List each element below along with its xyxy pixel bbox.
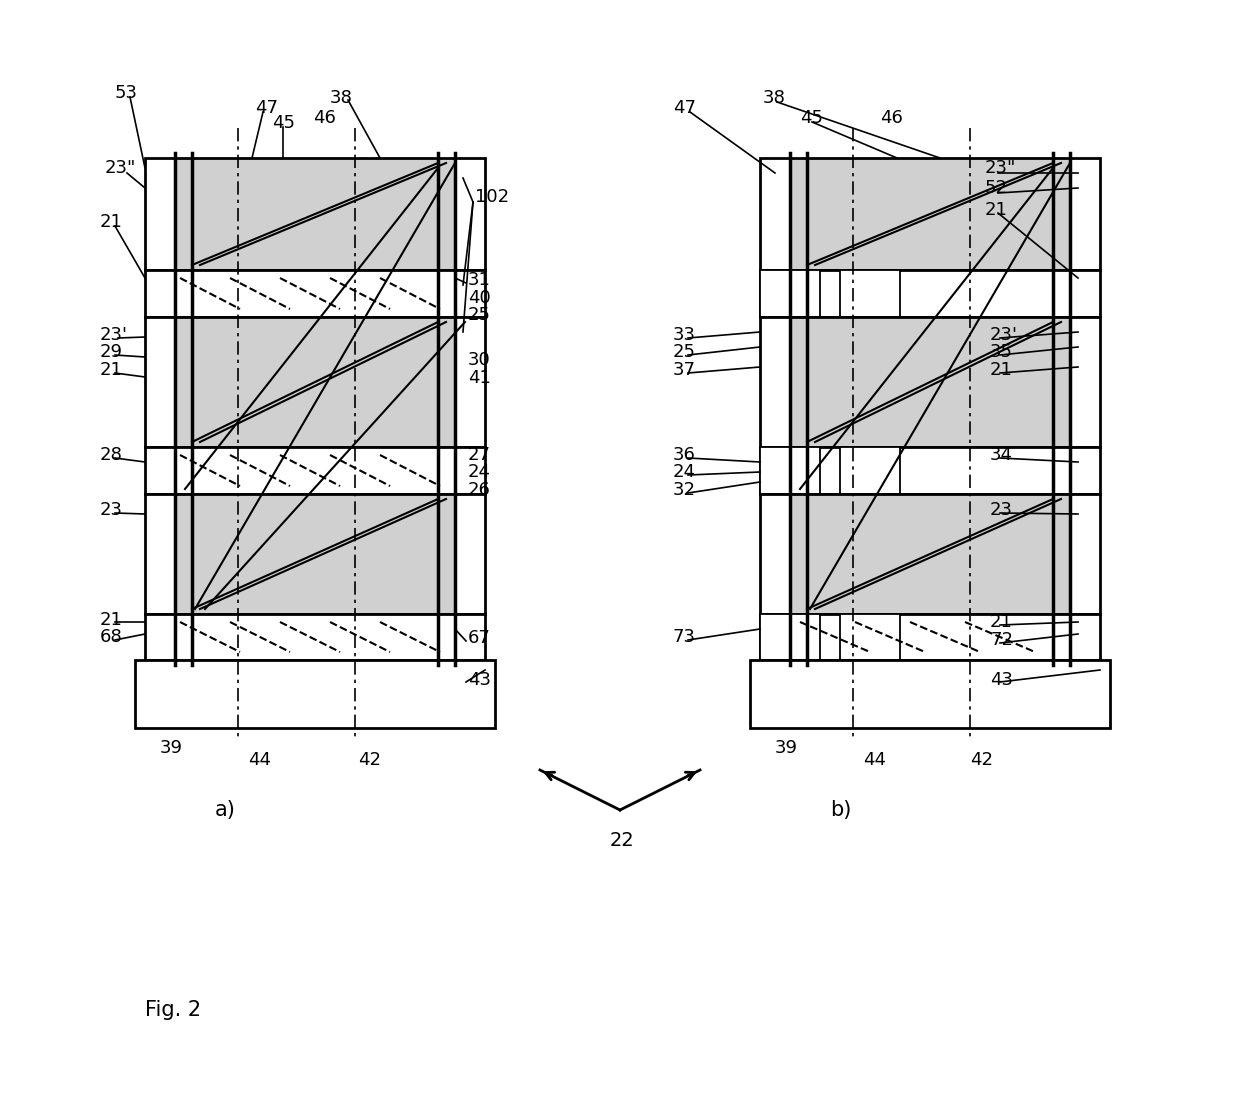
Text: 39: 39 xyxy=(160,739,184,757)
Text: 21: 21 xyxy=(100,610,123,629)
Text: 38: 38 xyxy=(763,89,786,107)
Text: 44: 44 xyxy=(863,751,887,769)
Text: 21: 21 xyxy=(990,613,1013,630)
Text: 35: 35 xyxy=(990,343,1013,361)
Text: 38: 38 xyxy=(330,89,353,107)
Text: 46: 46 xyxy=(880,109,903,127)
Bar xyxy=(760,614,1100,660)
Text: 25: 25 xyxy=(673,343,696,361)
Bar xyxy=(839,614,900,660)
Bar xyxy=(145,494,175,614)
Bar xyxy=(175,317,455,447)
Text: 36: 36 xyxy=(673,446,696,464)
Text: 22: 22 xyxy=(610,830,635,849)
Text: 31: 31 xyxy=(467,271,491,289)
Bar xyxy=(790,317,1070,447)
Bar xyxy=(760,447,820,494)
Text: 40: 40 xyxy=(467,289,491,307)
Text: 102: 102 xyxy=(475,188,510,206)
Bar xyxy=(839,447,900,494)
Text: 43: 43 xyxy=(467,672,491,689)
Text: 47: 47 xyxy=(255,99,278,117)
Bar xyxy=(455,317,485,447)
Bar xyxy=(455,494,485,614)
Text: 24: 24 xyxy=(673,463,696,481)
Text: 23': 23' xyxy=(990,326,1018,344)
Text: 24: 24 xyxy=(467,463,491,481)
Text: 53: 53 xyxy=(115,84,138,102)
Text: Fig. 2: Fig. 2 xyxy=(145,1000,201,1020)
Text: 33: 33 xyxy=(673,326,696,344)
Text: 26: 26 xyxy=(467,481,491,500)
Text: 28: 28 xyxy=(100,446,123,464)
Bar xyxy=(145,317,175,447)
Text: 21: 21 xyxy=(985,201,1008,219)
Bar xyxy=(145,270,485,317)
Text: 44: 44 xyxy=(248,751,272,769)
Text: 42: 42 xyxy=(970,751,993,769)
Bar xyxy=(760,270,820,317)
Bar xyxy=(455,158,485,270)
Bar xyxy=(760,270,1100,317)
Text: 29: 29 xyxy=(100,343,123,361)
Text: 68: 68 xyxy=(100,628,123,646)
Text: 23: 23 xyxy=(100,501,123,519)
Bar xyxy=(760,317,790,447)
Text: 23: 23 xyxy=(990,501,1013,519)
Bar xyxy=(839,270,900,317)
Text: 72: 72 xyxy=(990,630,1013,649)
Bar xyxy=(750,660,1110,728)
Bar xyxy=(790,494,1070,614)
Bar xyxy=(760,447,1100,494)
Bar xyxy=(175,158,455,270)
Bar xyxy=(145,614,485,660)
Bar xyxy=(145,158,175,270)
Text: 46: 46 xyxy=(312,109,336,127)
Text: 45: 45 xyxy=(272,114,295,132)
Bar xyxy=(145,447,485,494)
Bar xyxy=(790,158,1070,270)
Text: 23": 23" xyxy=(985,159,1017,176)
Bar xyxy=(760,494,790,614)
Text: 45: 45 xyxy=(800,109,823,127)
Text: 39: 39 xyxy=(775,739,799,757)
Text: 32: 32 xyxy=(673,481,696,500)
Bar xyxy=(1070,158,1100,270)
Bar xyxy=(175,494,455,614)
Text: 42: 42 xyxy=(358,751,381,769)
Text: 73: 73 xyxy=(673,628,696,646)
Text: 34: 34 xyxy=(990,446,1013,464)
Text: 30: 30 xyxy=(467,351,491,369)
Text: 25: 25 xyxy=(467,306,491,324)
Text: 52: 52 xyxy=(985,179,1008,196)
Text: 27: 27 xyxy=(467,446,491,464)
Text: b): b) xyxy=(830,800,852,820)
Text: 37: 37 xyxy=(673,361,696,379)
Text: a): a) xyxy=(215,800,236,820)
Text: 23": 23" xyxy=(105,159,136,176)
Text: 21: 21 xyxy=(990,361,1013,379)
Bar xyxy=(760,158,790,270)
Text: 23': 23' xyxy=(100,326,128,344)
Bar xyxy=(135,660,495,728)
Text: 47: 47 xyxy=(673,99,696,117)
Text: 41: 41 xyxy=(467,369,491,387)
Text: 67: 67 xyxy=(467,629,491,647)
Text: 43: 43 xyxy=(990,672,1013,689)
Bar xyxy=(1070,317,1100,447)
Bar xyxy=(760,614,820,660)
Text: 21: 21 xyxy=(100,213,123,231)
Text: 21: 21 xyxy=(100,361,123,379)
Bar xyxy=(1070,494,1100,614)
